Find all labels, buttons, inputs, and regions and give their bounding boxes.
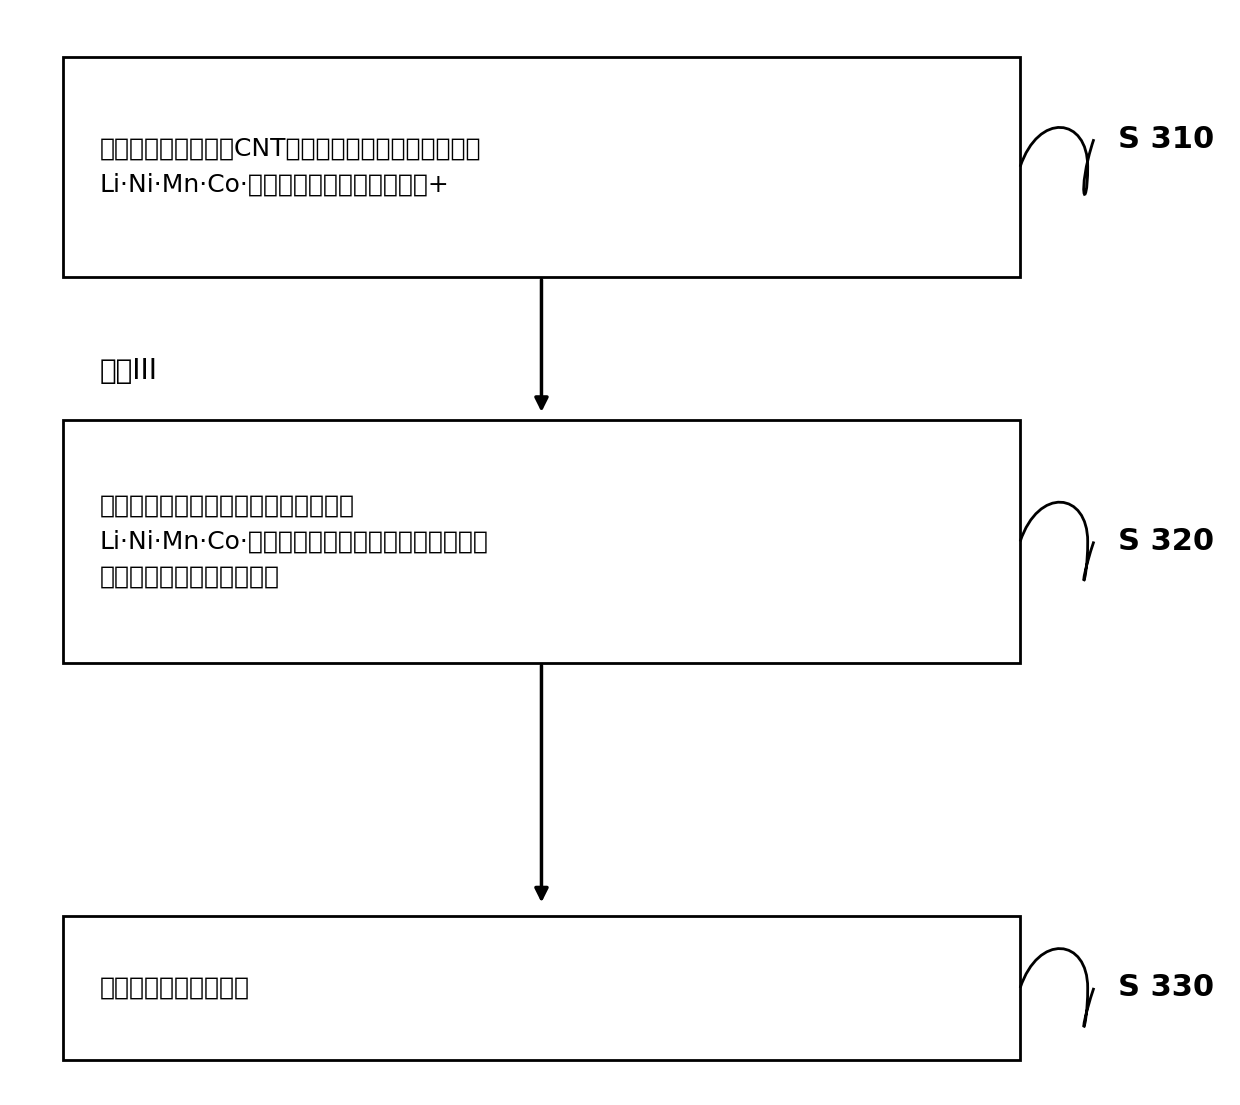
Text: S 330: S 330 [1118, 974, 1214, 1002]
Text: 方法III: 方法III [99, 357, 157, 385]
FancyBboxPatch shape [63, 916, 1021, 1060]
Text: 提供包含碳纳米管（CNT）和锂金属氧化物粉末（例如
Li·Ni·Mn·Co·氧化物）两者的液体分散体+: 提供包含碳纳米管（CNT）和锂金属氧化物粉末（例如 Li·Ni·Mn·Co·氧化… [99, 137, 481, 197]
FancyBboxPatch shape [63, 56, 1021, 277]
Text: S 320: S 320 [1118, 527, 1214, 556]
Text: 任选地压制自立式电极: 任选地压制自立式电极 [99, 976, 249, 1000]
Text: S 310: S 310 [1118, 125, 1215, 154]
Text: 将碳纳米管和锂金属氧化物粉末（例如
Li·Ni·Mn·Co·氧化物）从单一液体分散体湿沉积到
多孔衬底以形成自立式电极: 将碳纳米管和锂金属氧化物粉末（例如 Li·Ni·Mn·Co·氧化物）从单一液体分… [99, 494, 489, 589]
FancyBboxPatch shape [63, 420, 1021, 663]
